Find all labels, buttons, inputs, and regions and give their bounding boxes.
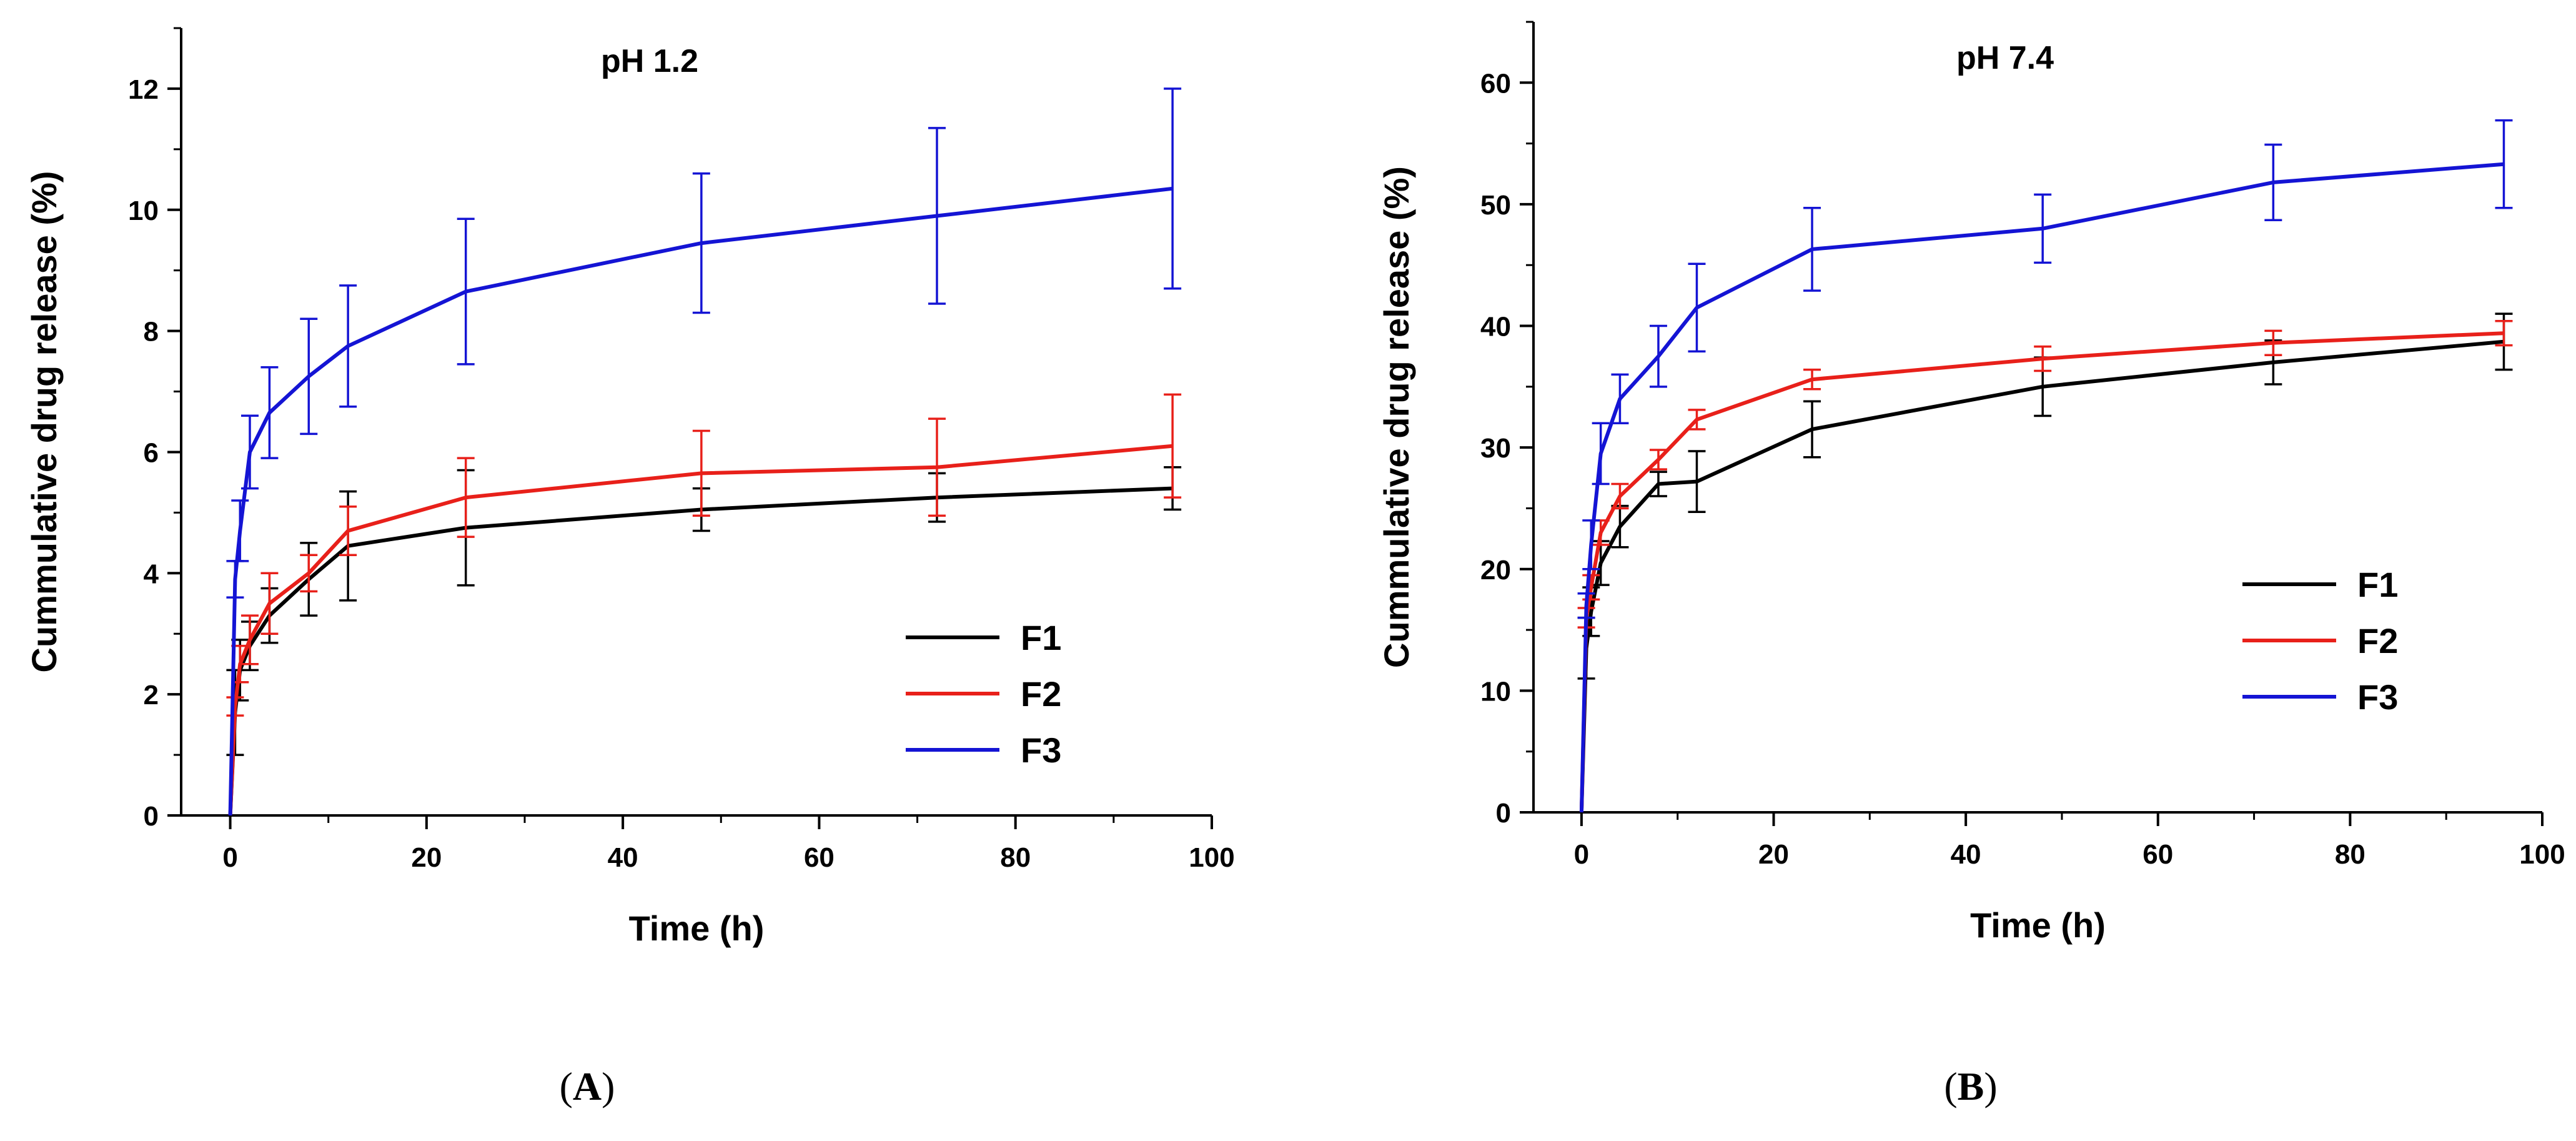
series-line-f2 [228, 444, 1173, 816]
x-tick-label: 40 [1951, 839, 1981, 870]
series-f1 [1577, 312, 2513, 813]
chart-ph-1-2: 0 20 40 60 80 100 0 2 4 6 8 10 12 Time (h) Cummulative… [24, 27, 1235, 948]
x-tick-label: 20 [411, 842, 442, 873]
chart-ph-7-4: 0 20 40 60 80 100 0 10 20 30 40 50 60 Time (h) Cummula… [1377, 21, 2565, 945]
x-tick-label: 40 [608, 842, 638, 873]
legend-label-f2: F2 [2357, 621, 2398, 660]
series-f3 [1577, 119, 2513, 813]
x-tick-label: 100 [1189, 842, 1234, 873]
x-axis-title: Time (h) [629, 909, 765, 948]
legend-label-f3: F3 [2357, 677, 2398, 717]
x-tick-label: 0 [1574, 839, 1589, 870]
y-tick-label: 10 [1480, 676, 1511, 707]
panel-label-b: (B) [1944, 1064, 1997, 1109]
chart-title: pH 1.2 [601, 43, 698, 79]
legend-label-f2: F2 [1021, 674, 1061, 714]
x-tick-label: 60 [2143, 839, 2173, 870]
y-tick-label: 6 [144, 437, 159, 468]
series-f3 [226, 87, 1182, 816]
y-axis-title: Cummulative drug release (%) [1377, 166, 1416, 668]
x-tick-label: 80 [2335, 839, 2365, 870]
y-tick-label: 40 [1480, 312, 1511, 342]
x-tick-label: 100 [2519, 839, 2565, 870]
series-line-f1 [1579, 339, 2504, 813]
y-tick-label: 50 [1480, 190, 1511, 221]
x-tick-label: 60 [804, 842, 835, 873]
legend-label-f3: F3 [1021, 730, 1061, 770]
series-line-f3 [228, 186, 1173, 816]
legend-label-f1: F1 [1021, 618, 1061, 657]
y-tick-label: 0 [144, 801, 159, 832]
y-tick-label: 4 [144, 559, 159, 589]
series-f2 [226, 393, 1182, 816]
x-tick-label: 0 [222, 842, 237, 873]
y-tick-label: 60 [1480, 68, 1511, 99]
x-tick-label: 20 [1758, 839, 1789, 870]
y-tick-label: 8 [144, 317, 159, 347]
x-tick-label: 80 [1000, 842, 1031, 873]
y-tick-label: 0 [1496, 798, 1511, 829]
series-line-f3 [1579, 162, 2504, 813]
chart-title: pH 7.4 [1956, 40, 2054, 76]
y-tick-label: 12 [128, 74, 159, 105]
panel-label-a: (A) [560, 1064, 615, 1109]
x-axis-title: Time (h) [1970, 905, 2106, 945]
y-tick-label: 30 [1480, 433, 1511, 464]
y-tick-label: 20 [1480, 555, 1511, 585]
y-axis-title: Cummulative drug release (%) [24, 171, 64, 673]
y-tick-label: 10 [128, 196, 159, 226]
legend-label-f1: F1 [2357, 565, 2398, 604]
series-line-f2 [1579, 331, 2504, 813]
y-tick-label: 2 [144, 680, 159, 710]
